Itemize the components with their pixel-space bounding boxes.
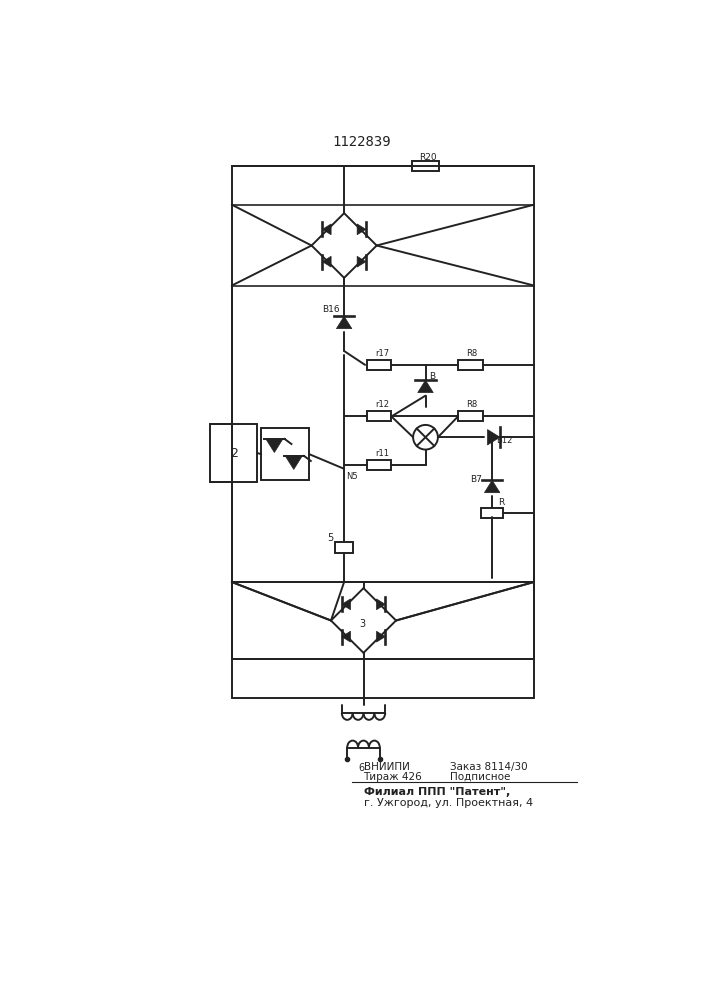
- Text: 1122839: 1122839: [332, 135, 391, 149]
- Polygon shape: [418, 380, 433, 393]
- Polygon shape: [484, 480, 500, 493]
- Text: В16: В16: [322, 306, 340, 314]
- Bar: [261, 428, 309, 480]
- Bar: [335, 542, 354, 553]
- Polygon shape: [377, 631, 385, 642]
- Polygon shape: [322, 224, 331, 235]
- Bar: [458, 411, 483, 421]
- Bar: [210, 424, 257, 482]
- Text: Заказ 8114/30: Заказ 8114/30: [450, 762, 528, 772]
- Text: R: R: [498, 498, 505, 507]
- Polygon shape: [341, 631, 351, 642]
- Bar: [458, 360, 483, 370]
- Text: Филиал ППП "Патент",: Филиал ППП "Патент",: [363, 787, 510, 797]
- Polygon shape: [377, 599, 385, 610]
- Bar: [367, 460, 392, 470]
- Text: R20: R20: [419, 153, 437, 162]
- Polygon shape: [488, 430, 500, 445]
- Polygon shape: [341, 599, 351, 610]
- Text: 6: 6: [359, 763, 365, 773]
- Text: r12: r12: [375, 400, 389, 409]
- Text: r17: r17: [375, 349, 390, 358]
- Text: N5: N5: [346, 472, 358, 481]
- Bar: [481, 508, 503, 518]
- Polygon shape: [357, 256, 366, 267]
- Text: Подписное: Подписное: [450, 772, 510, 782]
- Polygon shape: [285, 456, 303, 469]
- Text: R8: R8: [467, 400, 478, 409]
- Text: ВНИИПИ: ВНИИПИ: [363, 762, 409, 772]
- Polygon shape: [337, 316, 352, 329]
- Text: R8: R8: [467, 349, 478, 358]
- Text: В12: В12: [496, 436, 513, 445]
- Text: r11: r11: [375, 449, 389, 458]
- Bar: [411, 161, 440, 171]
- Text: 2: 2: [230, 447, 238, 460]
- Bar: [367, 411, 392, 421]
- Text: В: В: [429, 372, 436, 381]
- Bar: [367, 360, 392, 370]
- Polygon shape: [266, 439, 283, 452]
- Text: Тираж 426: Тираж 426: [363, 772, 422, 782]
- Polygon shape: [322, 256, 331, 267]
- Text: г. Ужгород, ул. Проектная, 4: г. Ужгород, ул. Проектная, 4: [363, 798, 532, 808]
- Text: В7: В7: [470, 475, 482, 484]
- Text: 3: 3: [359, 619, 365, 629]
- Text: 5: 5: [327, 533, 333, 543]
- Polygon shape: [357, 224, 366, 235]
